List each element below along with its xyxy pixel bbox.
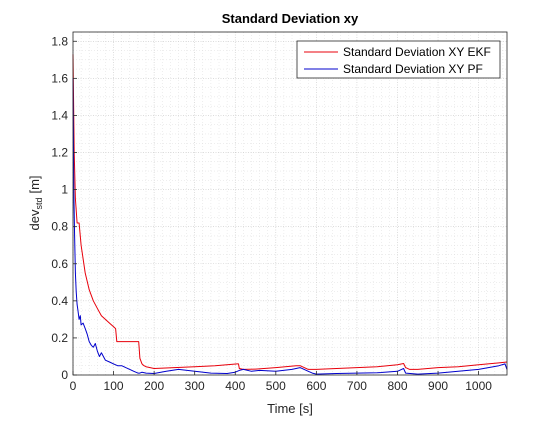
ticks <box>72 40 480 376</box>
x-tick-label: 1000 <box>465 379 492 393</box>
y-tick-label: 1 <box>61 183 68 197</box>
x-axis-label: Time [s] <box>267 401 313 416</box>
y-tick-label: 1.2 <box>51 146 68 160</box>
x-tick-label: 900 <box>428 379 448 393</box>
legend-label-pf: Standard Deviation XY PF <box>343 62 483 76</box>
x-tick-label: 600 <box>306 379 326 393</box>
plot-area <box>73 32 507 375</box>
y-axis-label-sub: std <box>34 198 44 210</box>
series-layer <box>72 54 508 375</box>
x-tick-label: 400 <box>225 379 245 393</box>
grid-minor <box>73 32 507 375</box>
y-tick-label: 0.2 <box>51 331 68 345</box>
y-tick-label: 1.4 <box>51 108 68 122</box>
y-tick-label: 0 <box>61 368 68 382</box>
x-tick-label: 500 <box>266 379 286 393</box>
x-tick-label: 300 <box>185 379 205 393</box>
series-line-pf <box>72 78 508 375</box>
y-axis-label: devstd [m] <box>27 175 44 230</box>
y-tick-label: 0.4 <box>51 294 68 308</box>
x-tick-label: 100 <box>104 379 124 393</box>
y-tick-label: 1.6 <box>51 71 68 85</box>
y-axis-label-main: dev <box>27 209 42 230</box>
chart-title: Standard Deviation xy <box>222 11 359 26</box>
legend-box <box>296 40 501 79</box>
series-line-ekf <box>72 54 508 370</box>
axes-box <box>72 31 508 376</box>
x-tick-label: 700 <box>347 379 367 393</box>
y-axis-label-text: devstd [m] <box>27 175 44 230</box>
x-tick-label: 0 <box>70 379 77 393</box>
tick-labels: 0 100 200 300 400 500 600 700 800 900 1000 0 0.2 0.4 0… <box>51 34 492 393</box>
y-axis-label-unit: [m] <box>27 175 42 193</box>
y-tick-label: 0.6 <box>51 257 68 271</box>
legend-label-ekf: Standard Deviation XY EKF <box>343 45 491 59</box>
x-tick-label: 200 <box>144 379 164 393</box>
x-tick-label: 800 <box>387 379 407 393</box>
legend: Standard Deviation XY EKF Standard Devia… <box>296 40 501 79</box>
y-tick-label: 0.8 <box>51 220 68 234</box>
y-tick-label: 1.8 <box>51 34 68 48</box>
